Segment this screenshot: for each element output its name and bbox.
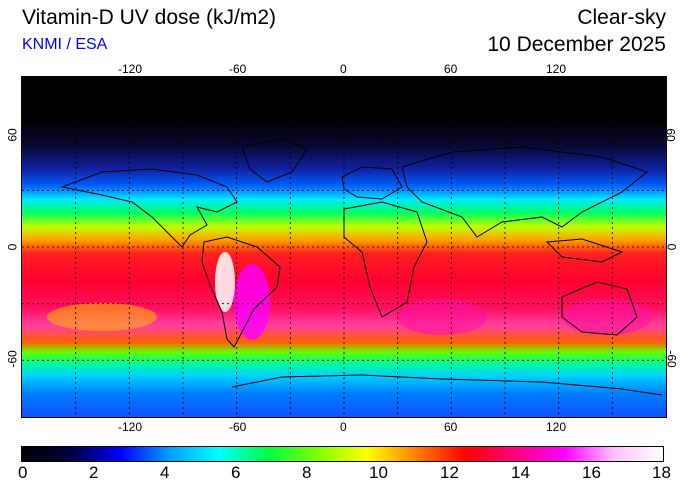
sky-condition: Clear-sky — [577, 6, 666, 29]
greenland-outline — [241, 138, 308, 183]
colorbar-tick-label: 14 — [511, 463, 530, 482]
maritime-continent-outline — [545, 238, 624, 263]
south-america-outline — [201, 236, 281, 348]
colorbar-tick-label: 6 — [231, 463, 241, 482]
top-lon-label: 120 — [546, 62, 567, 76]
colorbar-tick-label: 12 — [440, 463, 459, 482]
pacific-low-patch — [47, 303, 157, 331]
colorbar-tick-label: 8 — [302, 463, 312, 482]
colorbar-tick-label: 2 — [89, 463, 99, 482]
colorbar-tick-label: 0 — [18, 463, 28, 482]
left-lat-label: 0 — [5, 243, 20, 251]
antarctica-outline — [231, 374, 663, 396]
colorbar-tick-label: 18 — [652, 463, 671, 482]
colorbar-tick-label: 10 — [369, 463, 388, 482]
africa-outline — [343, 201, 428, 318]
top-lon-label: 0 — [340, 62, 347, 76]
map-canvas — [22, 77, 666, 417]
north-america-outline — [60, 168, 238, 248]
bottom-lon-label: 60 — [444, 420, 458, 434]
top-lon-label: -120 — [118, 62, 143, 76]
andes-high-patch — [234, 264, 270, 340]
south-africa-high-patch — [397, 299, 487, 335]
top-lon-label: -60 — [229, 62, 247, 76]
graticule — [22, 77, 666, 417]
colorbar-tick-label: 16 — [582, 463, 601, 482]
australia-high-patch — [562, 299, 652, 335]
asia-outline — [401, 146, 649, 238]
colorbar-tick-label: 4 — [160, 463, 170, 482]
bottom-lon-label: 0 — [340, 420, 347, 434]
coastlines — [60, 138, 663, 396]
andes-peak-patch — [215, 252, 235, 312]
bottom-lon-label: -120 — [118, 420, 143, 434]
credit-label: KNMI / ESA — [22, 36, 108, 53]
map-date: 10 December 2025 — [487, 33, 666, 56]
bottom-lon-label: 120 — [546, 420, 567, 434]
bottom-lon-label: -60 — [229, 420, 247, 434]
colorbar — [21, 446, 664, 462]
left-lat-label: -60 — [5, 350, 20, 368]
australia-outline — [561, 281, 638, 336]
uv-dose-map — [21, 76, 667, 418]
top-lon-label: 60 — [444, 62, 458, 76]
map-title: Vitamin-D UV dose (kJ/m2) — [22, 6, 277, 29]
left-lat-label: 60 — [5, 128, 20, 142]
europe-outline — [341, 166, 403, 200]
